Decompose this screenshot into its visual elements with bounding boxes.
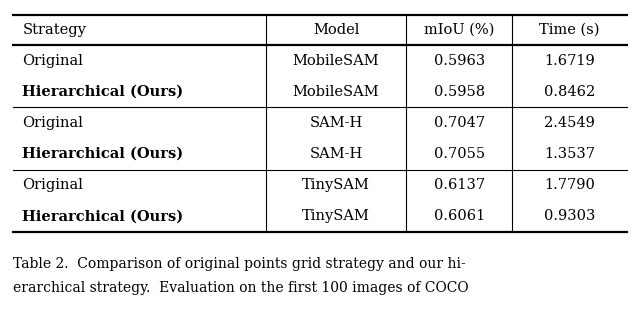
- Text: 0.6061: 0.6061: [433, 209, 485, 223]
- Text: 0.6137: 0.6137: [434, 178, 484, 192]
- Text: mIoU (%): mIoU (%): [424, 23, 494, 37]
- Text: Hierarchical (Ours): Hierarchical (Ours): [22, 85, 184, 99]
- Text: Hierarchical (Ours): Hierarchical (Ours): [22, 147, 184, 161]
- Text: Time (s): Time (s): [540, 23, 600, 37]
- Text: MobileSAM: MobileSAM: [292, 85, 380, 99]
- Text: SAM-H: SAM-H: [309, 147, 363, 161]
- Text: 1.3537: 1.3537: [544, 147, 595, 161]
- Text: Original: Original: [22, 178, 83, 192]
- Text: 0.5958: 0.5958: [434, 85, 484, 99]
- Text: erarchical strategy.  Evaluation on the first 100 images of COCO: erarchical strategy. Evaluation on the f…: [13, 281, 468, 295]
- Text: MobileSAM: MobileSAM: [292, 54, 380, 68]
- Text: TinySAM: TinySAM: [302, 178, 370, 192]
- Text: 1.7790: 1.7790: [544, 178, 595, 192]
- Text: 0.7047: 0.7047: [434, 116, 484, 130]
- Text: 0.7055: 0.7055: [434, 147, 484, 161]
- Text: TinySAM: TinySAM: [302, 209, 370, 223]
- Text: 1.6719: 1.6719: [544, 54, 595, 68]
- Text: Strategy: Strategy: [22, 23, 86, 37]
- Text: 2.4549: 2.4549: [544, 116, 595, 130]
- Text: Hierarchical (Ours): Hierarchical (Ours): [22, 209, 184, 223]
- Text: Table 2.  Comparison of original points grid strategy and our hi-: Table 2. Comparison of original points g…: [13, 257, 465, 271]
- Text: Original: Original: [22, 116, 83, 130]
- Text: Original: Original: [22, 54, 83, 68]
- Text: 0.9303: 0.9303: [544, 209, 595, 223]
- Text: 0.5963: 0.5963: [433, 54, 485, 68]
- Text: 0.8462: 0.8462: [544, 85, 595, 99]
- Text: Model: Model: [313, 23, 359, 37]
- Text: SAM-H: SAM-H: [309, 116, 363, 130]
